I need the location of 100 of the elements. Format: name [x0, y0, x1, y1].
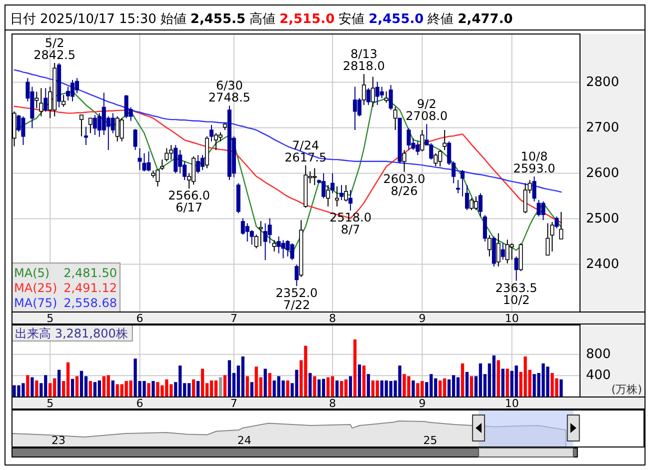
bar — [75, 376, 79, 397]
bar — [250, 382, 254, 397]
bar — [26, 375, 30, 397]
bar — [412, 380, 415, 397]
x-tick-label: 23 — [51, 434, 66, 447]
candlestick — [510, 242, 514, 260]
x-tick-label: 7 — [230, 397, 238, 410]
bar — [326, 377, 330, 397]
candlestick — [209, 124, 214, 142]
candlestick — [420, 130, 424, 152]
candlestick — [344, 184, 348, 202]
candlestick — [482, 214, 487, 242]
bar — [223, 375, 227, 397]
y-tick-label: 800 — [586, 346, 611, 362]
candlestick — [546, 222, 550, 256]
bar — [66, 362, 70, 397]
candlestick — [559, 211, 564, 240]
bar — [80, 370, 84, 397]
candlestick — [339, 184, 344, 201]
x-tick-label: 10 — [504, 312, 519, 325]
bar — [192, 379, 196, 397]
candlestick — [393, 106, 398, 131]
candlestick — [34, 91, 39, 109]
bar — [460, 363, 464, 397]
bar — [35, 380, 38, 397]
bar — [98, 380, 101, 397]
bar — [376, 380, 379, 397]
bar — [506, 368, 509, 397]
candlestick — [496, 232, 500, 267]
candlestick — [330, 172, 335, 194]
annotation: 2352.0 7/22 — [276, 286, 318, 312]
candlestick — [402, 150, 406, 172]
bar — [58, 370, 61, 397]
bar — [308, 373, 312, 397]
candlestick — [268, 218, 272, 244]
x-tick-label: 7 — [230, 312, 238, 325]
bar — [366, 374, 370, 397]
candlestick — [44, 88, 48, 112]
bar — [210, 380, 214, 397]
candlestick — [326, 184, 330, 207]
candlestick — [550, 221, 554, 252]
candlestick — [384, 90, 388, 104]
bar — [200, 368, 204, 397]
bar — [218, 377, 222, 397]
x-tick-label: 5 — [46, 397, 54, 410]
bar — [196, 381, 200, 397]
bar — [70, 378, 74, 397]
bar — [492, 355, 496, 397]
candlestick — [388, 84, 393, 110]
bar — [362, 366, 366, 397]
candlestick — [62, 94, 66, 108]
bar — [448, 379, 451, 397]
candlestick — [272, 240, 276, 252]
candlestick — [164, 148, 169, 162]
bar — [353, 339, 357, 397]
annotation: 2518.0 8/7 — [329, 210, 372, 237]
candlestick — [357, 98, 362, 117]
candlestick — [469, 198, 474, 211]
bar — [470, 376, 474, 397]
candlestick — [66, 86, 70, 101]
bar — [340, 381, 344, 397]
candlestick — [39, 88, 44, 117]
candlestick — [456, 180, 460, 194]
bar — [264, 368, 267, 397]
annotation: 7/24 2617.5 — [284, 138, 327, 164]
bar — [111, 380, 114, 397]
chart-title: 日付 2025/10/17 15:30 始値 2,455.5 高値 2,515.0 安値 2,455.0 終値 2,477.0 — [10, 12, 513, 27]
y-tick-label: 2600 — [586, 166, 620, 181]
candlestick — [442, 130, 447, 151]
x-tick-label: 6 — [136, 397, 144, 410]
annotation: 6/30 2748.5 — [208, 78, 250, 105]
candlestick — [294, 264, 299, 287]
candlestick — [250, 230, 254, 246]
bar — [344, 379, 348, 397]
candlestick — [74, 78, 80, 94]
bar — [246, 376, 249, 397]
candlestick — [465, 184, 470, 211]
candlestick — [133, 128, 138, 151]
candlestick — [258, 220, 263, 247]
annotation: 2566.0 6/17 — [168, 188, 210, 215]
candlestick — [370, 76, 375, 108]
candlestick — [254, 234, 258, 249]
bar — [152, 381, 155, 397]
bar — [438, 380, 442, 397]
bar — [241, 356, 244, 397]
x-tick-label: 9 — [418, 397, 426, 410]
bar — [286, 380, 290, 397]
candlestick — [79, 114, 84, 137]
x-tick-label: 5 — [46, 312, 54, 325]
candlestick — [196, 154, 200, 174]
candlestick — [335, 186, 340, 207]
bar — [501, 368, 504, 397]
text: MA(25) 2,491.12 — [14, 281, 117, 295]
candlestick — [110, 112, 115, 134]
bar — [514, 366, 518, 397]
x-tick-label: 8 — [329, 397, 336, 410]
candlestick — [478, 192, 482, 217]
bar — [318, 379, 321, 397]
text: MA(5) 2,481.50 — [14, 266, 117, 280]
candlestick — [88, 118, 92, 134]
